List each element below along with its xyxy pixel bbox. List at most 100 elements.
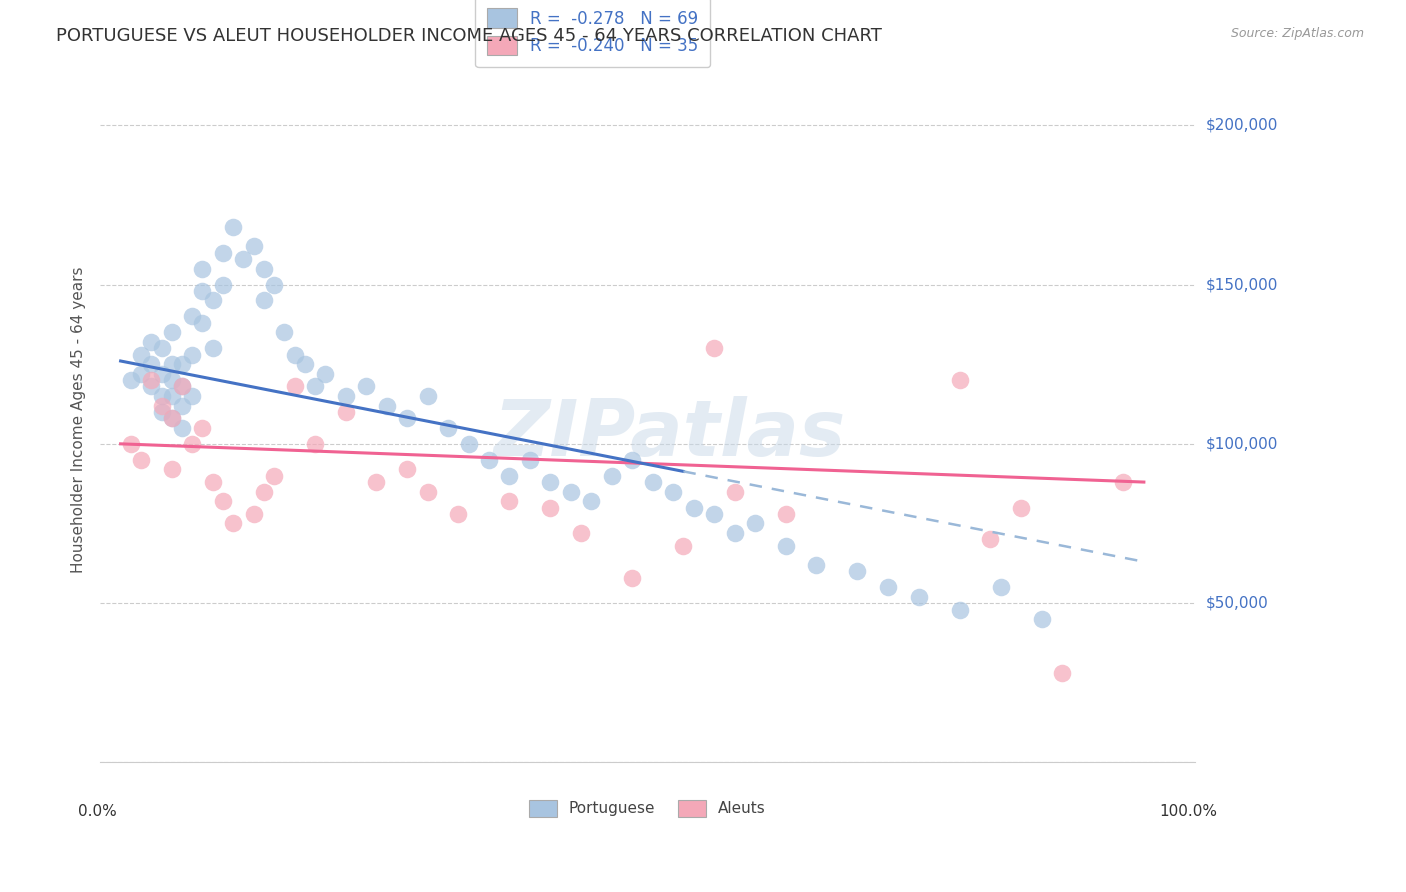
Point bbox=[263, 468, 285, 483]
Point bbox=[775, 539, 797, 553]
Point bbox=[181, 389, 204, 403]
Point bbox=[641, 475, 664, 489]
Point bbox=[1050, 666, 1073, 681]
Point bbox=[150, 405, 173, 419]
Point bbox=[201, 293, 224, 308]
Text: $200,000: $200,000 bbox=[1206, 118, 1278, 133]
Point bbox=[877, 580, 900, 594]
Point bbox=[150, 389, 173, 403]
Point bbox=[723, 484, 745, 499]
Text: 100.0%: 100.0% bbox=[1159, 804, 1218, 819]
Point bbox=[375, 399, 398, 413]
Point bbox=[949, 602, 972, 616]
Point bbox=[498, 468, 520, 483]
Text: $50,000: $50,000 bbox=[1206, 596, 1268, 611]
Point bbox=[682, 500, 704, 515]
Point bbox=[437, 421, 460, 435]
Point bbox=[703, 341, 725, 355]
Point bbox=[416, 484, 439, 499]
Point bbox=[990, 580, 1012, 594]
Point bbox=[120, 437, 142, 451]
Point bbox=[457, 437, 479, 451]
Point bbox=[1112, 475, 1135, 489]
Point bbox=[447, 507, 470, 521]
Point bbox=[621, 571, 644, 585]
Point bbox=[253, 484, 276, 499]
Point bbox=[478, 452, 501, 467]
Point bbox=[672, 539, 695, 553]
Point bbox=[1010, 500, 1032, 515]
Point bbox=[201, 341, 224, 355]
Text: ZIPatlas: ZIPatlas bbox=[494, 396, 845, 472]
Text: PORTUGUESE VS ALEUT HOUSEHOLDER INCOME AGES 45 - 64 YEARS CORRELATION CHART: PORTUGUESE VS ALEUT HOUSEHOLDER INCOME A… bbox=[56, 27, 882, 45]
Point bbox=[170, 399, 193, 413]
Point bbox=[283, 348, 305, 362]
Point bbox=[191, 421, 214, 435]
Point bbox=[253, 261, 276, 276]
Point bbox=[1031, 612, 1053, 626]
Point bbox=[181, 348, 204, 362]
Point bbox=[150, 341, 173, 355]
Point bbox=[949, 373, 972, 387]
Point bbox=[160, 411, 183, 425]
Point bbox=[170, 379, 193, 393]
Point bbox=[242, 239, 264, 253]
Point bbox=[304, 379, 326, 393]
Point bbox=[703, 507, 725, 521]
Point bbox=[170, 421, 193, 435]
Point bbox=[775, 507, 797, 521]
Text: $150,000: $150,000 bbox=[1206, 277, 1278, 292]
Point bbox=[354, 379, 377, 393]
Point bbox=[160, 462, 183, 476]
Point bbox=[806, 558, 828, 572]
Point bbox=[538, 475, 561, 489]
Legend: Portuguese, Aleuts: Portuguese, Aleuts bbox=[523, 793, 772, 823]
Point bbox=[191, 316, 214, 330]
Point bbox=[160, 411, 183, 425]
Point bbox=[160, 326, 183, 340]
Point bbox=[160, 373, 183, 387]
Point bbox=[191, 284, 214, 298]
Point bbox=[416, 389, 439, 403]
Point bbox=[170, 357, 193, 371]
Point bbox=[304, 437, 326, 451]
Point bbox=[979, 533, 1001, 547]
Point bbox=[141, 357, 163, 371]
Point bbox=[366, 475, 388, 489]
Point bbox=[273, 326, 295, 340]
Point bbox=[191, 261, 214, 276]
Point bbox=[314, 367, 336, 381]
Point bbox=[498, 494, 520, 508]
Point bbox=[212, 277, 235, 292]
Point bbox=[141, 334, 163, 349]
Point bbox=[212, 494, 235, 508]
Point bbox=[335, 389, 357, 403]
Point bbox=[170, 379, 193, 393]
Point bbox=[120, 373, 142, 387]
Point bbox=[263, 277, 285, 292]
Point bbox=[160, 357, 183, 371]
Point bbox=[283, 379, 305, 393]
Text: Source: ZipAtlas.com: Source: ZipAtlas.com bbox=[1230, 27, 1364, 40]
Point bbox=[569, 526, 592, 541]
Point bbox=[141, 379, 163, 393]
Point bbox=[253, 293, 276, 308]
Point bbox=[232, 252, 254, 266]
Point bbox=[846, 564, 869, 578]
Point bbox=[581, 494, 603, 508]
Point bbox=[150, 367, 173, 381]
Point bbox=[129, 348, 152, 362]
Point bbox=[907, 590, 929, 604]
Point bbox=[181, 310, 204, 324]
Text: $100,000: $100,000 bbox=[1206, 436, 1278, 451]
Point bbox=[201, 475, 224, 489]
Y-axis label: Householder Income Ages 45 - 64 years: Householder Income Ages 45 - 64 years bbox=[72, 267, 86, 574]
Point bbox=[129, 367, 152, 381]
Point bbox=[160, 389, 183, 403]
Point bbox=[242, 507, 264, 521]
Point bbox=[181, 437, 204, 451]
Point bbox=[723, 526, 745, 541]
Point bbox=[560, 484, 582, 499]
Point bbox=[212, 245, 235, 260]
Point bbox=[744, 516, 766, 531]
